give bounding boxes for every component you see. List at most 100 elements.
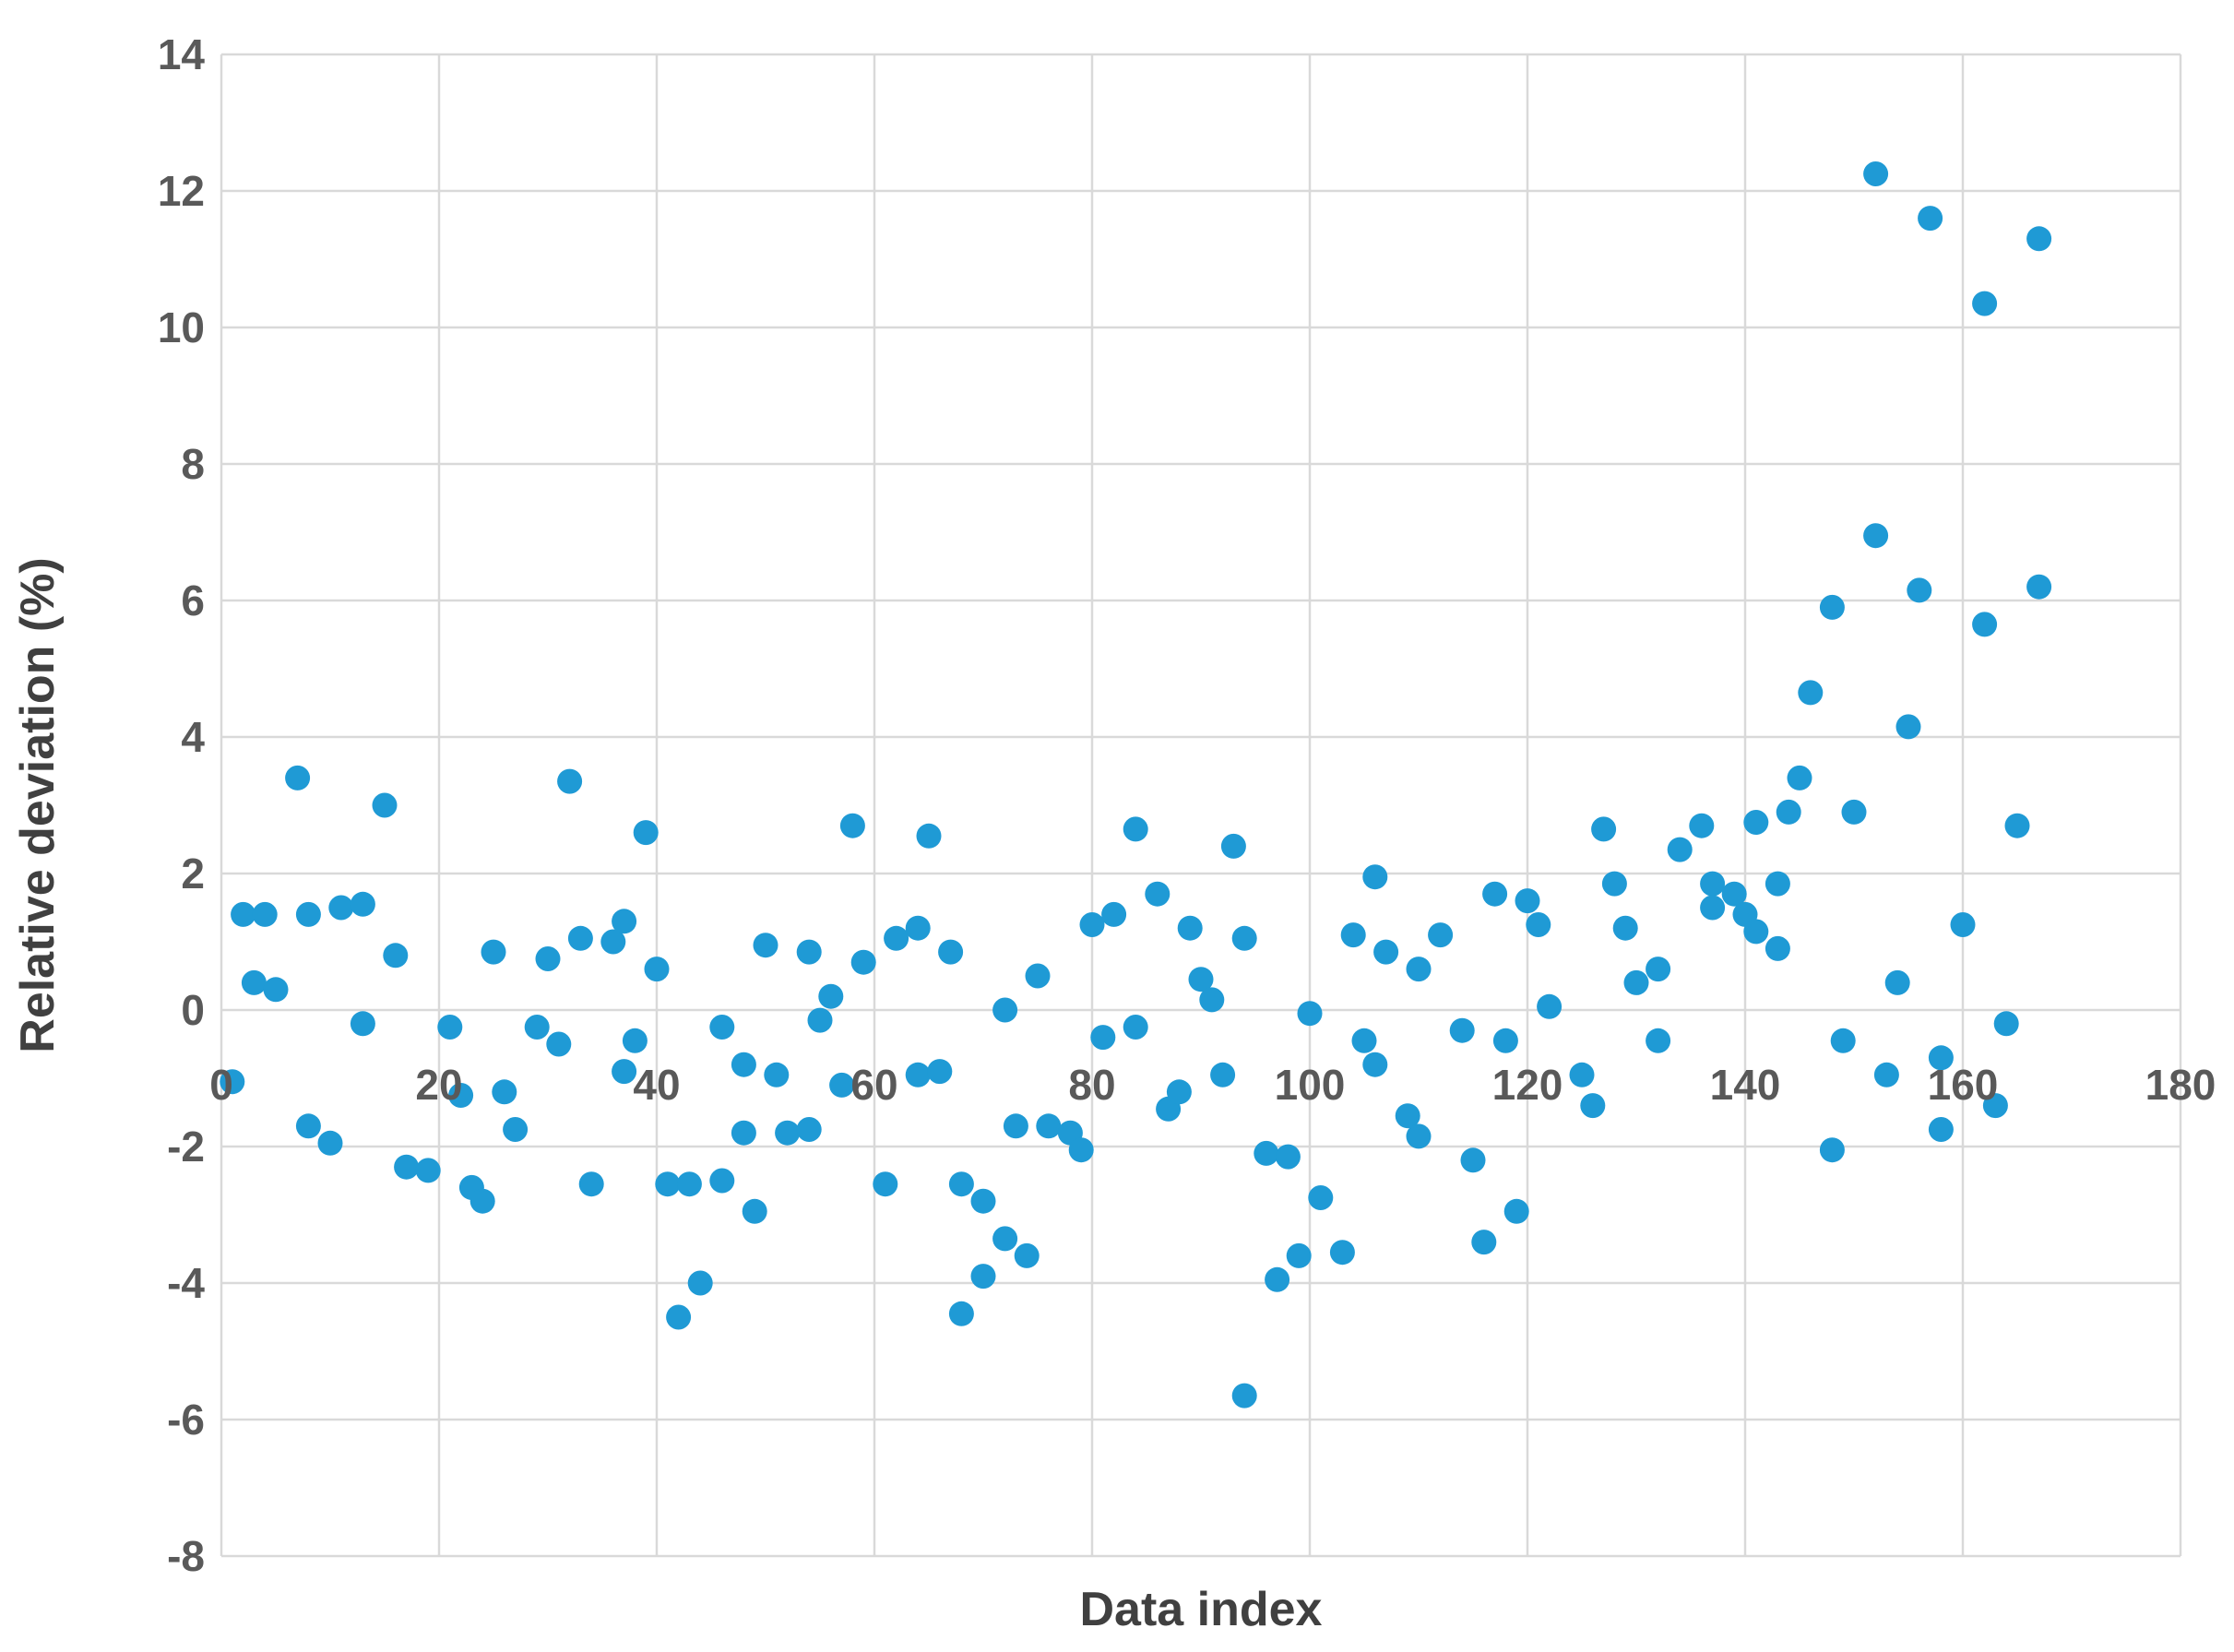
- x-tick-label: 140: [1710, 1061, 1781, 1109]
- data-point: [295, 901, 321, 927]
- data-point: [666, 1304, 692, 1330]
- data-point: [992, 1226, 1018, 1252]
- data-point: [1700, 895, 1726, 921]
- data-point: [731, 1052, 756, 1077]
- data-point: [1537, 993, 1563, 1019]
- data-point: [492, 1079, 517, 1105]
- data-point: [1972, 291, 1998, 316]
- data-point: [1798, 680, 1824, 706]
- data-point: [1177, 915, 1203, 941]
- data-point: [938, 939, 964, 965]
- data-point: [220, 1069, 245, 1095]
- y-tick-label: 4: [181, 713, 205, 761]
- data-point: [252, 901, 278, 927]
- data-point: [1003, 1113, 1028, 1139]
- data-point: [1265, 1266, 1290, 1292]
- data-point: [1689, 813, 1715, 838]
- data-point: [1863, 523, 1889, 549]
- data-point: [328, 895, 354, 921]
- data-point: [1787, 765, 1812, 790]
- data-point: [1101, 901, 1127, 927]
- data-point: [1972, 612, 1998, 637]
- data-point: [807, 1007, 833, 1033]
- y-tick-label: -2: [167, 1123, 205, 1171]
- data-point: [1765, 871, 1790, 897]
- data-point: [905, 1062, 931, 1087]
- data-point: [1329, 1240, 1355, 1266]
- data-point: [1526, 912, 1551, 937]
- y-tick-label: -4: [167, 1259, 205, 1307]
- x-tick-label: 160: [1928, 1061, 1999, 1109]
- x-tick-label: 180: [2145, 1061, 2216, 1109]
- data-point: [884, 925, 909, 951]
- data-point: [1646, 957, 1671, 982]
- data-point: [1308, 1185, 1334, 1210]
- data-point: [1297, 1001, 1323, 1027]
- data-point: [524, 1015, 550, 1040]
- data-point: [557, 768, 583, 794]
- data-point: [1449, 1017, 1475, 1043]
- data-point: [1014, 1242, 1040, 1268]
- x-tick-label: 40: [633, 1061, 680, 1109]
- data-point: [1492, 1028, 1518, 1053]
- y-tick-label: -6: [167, 1396, 205, 1444]
- data-point: [818, 983, 844, 1009]
- data-point: [1623, 969, 1649, 995]
- data-point: [850, 949, 876, 975]
- data-point: [535, 946, 561, 971]
- data-point: [1362, 1052, 1388, 1077]
- data-point: [655, 1171, 681, 1197]
- x-tick-label: 100: [1275, 1061, 1346, 1109]
- data-point: [1231, 1383, 1257, 1408]
- data-point: [1743, 810, 1769, 835]
- x-tick-label: 60: [850, 1061, 897, 1109]
- data-point: [1819, 1137, 1845, 1163]
- gridlines: [220, 53, 2182, 1558]
- y-axis-tick-labels: 14 12 10 8 6 4 2 0 -2 -4 -6 -8: [158, 30, 206, 1580]
- data-point: [481, 939, 506, 965]
- data-point: [927, 1059, 953, 1085]
- x-axis-title: Data index: [1080, 1583, 1323, 1636]
- data-point: [829, 1072, 855, 1098]
- data-point: [383, 943, 409, 969]
- data-point: [1340, 922, 1366, 948]
- data-point: [709, 1168, 735, 1194]
- data-point: [578, 1171, 604, 1197]
- data-point: [1460, 1147, 1486, 1173]
- y-tick-label: -8: [167, 1532, 205, 1580]
- data-point: [372, 792, 398, 818]
- data-point: [1830, 1028, 1856, 1053]
- data-point: [350, 1011, 375, 1037]
- data-point: [1145, 881, 1170, 907]
- data-point: [600, 929, 626, 955]
- data-point: [796, 1117, 822, 1142]
- data-point: [676, 1171, 702, 1197]
- data-point: [1275, 1144, 1301, 1170]
- x-tick-label: 120: [1492, 1061, 1563, 1109]
- data-point: [992, 997, 1018, 1023]
- data-point: [546, 1031, 572, 1057]
- data-point: [1231, 925, 1257, 951]
- data-point: [1873, 1062, 1899, 1087]
- data-point: [437, 1015, 463, 1040]
- data-point: [1928, 1117, 1954, 1142]
- data-point: [1580, 1093, 1606, 1119]
- data-point: [1863, 161, 1889, 186]
- data-point: [1482, 881, 1508, 907]
- data-point: [2026, 226, 2052, 252]
- data-point: [1503, 1198, 1529, 1224]
- data-point: [1090, 1025, 1116, 1051]
- data-point: [1406, 957, 1432, 982]
- data-point: [622, 1028, 648, 1053]
- data-point: [709, 1015, 735, 1040]
- data-point: [612, 909, 637, 934]
- data-point: [1928, 1045, 1954, 1071]
- data-point: [1700, 871, 1726, 897]
- data-point: [285, 765, 311, 790]
- y-tick-label: 14: [158, 30, 206, 78]
- x-axis-tick-labels: 0 20 40 60 80 100 120 140 160 180: [209, 1061, 2216, 1109]
- data-point: [241, 969, 267, 995]
- data-point: [1025, 963, 1051, 989]
- data-point: [753, 933, 778, 958]
